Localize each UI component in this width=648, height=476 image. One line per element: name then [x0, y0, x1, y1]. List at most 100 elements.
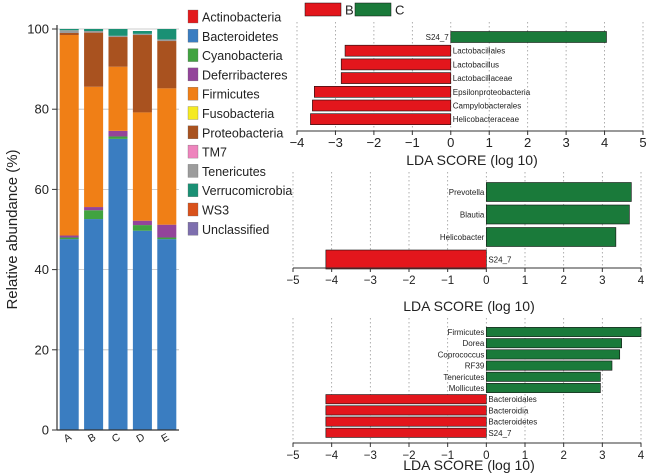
legend-label: Fusobacteria [202, 107, 274, 121]
legend-label: TM7 [202, 146, 227, 160]
lda-bar-label: S24_7 [488, 429, 512, 438]
lda-bar-label: Prevotella [449, 188, 485, 197]
x-tick-label: −4 [290, 135, 305, 150]
legend-swatch [187, 144, 199, 159]
lda-chart-3: Firmicutes Dorea Coprococcus RF39 Tenericute… [286, 318, 645, 473]
bar-segment [132, 225, 152, 231]
x-tick-label: C [110, 431, 123, 445]
lda-bar-label: Mollicutes [449, 384, 485, 393]
bar-segment [84, 86, 104, 208]
lda-bar [486, 204, 630, 225]
x-tick-label: −4 [325, 450, 339, 462]
legend-label: Firmicutes [202, 88, 260, 102]
lda-bar-label: Epsilonproteobacteria [453, 88, 531, 97]
legend-label: B [345, 3, 354, 18]
legend-swatch [187, 48, 199, 62]
bar-segment [59, 237, 79, 240]
lda-bar [312, 99, 452, 112]
x-tick-label: 1 [522, 275, 528, 287]
x-tick-label: 2 [524, 135, 531, 150]
lda-bar [486, 327, 642, 337]
bar-segment [132, 112, 152, 221]
x-tick-label: B [86, 431, 98, 445]
bar-segment [59, 33, 79, 36]
x-tick-label: D [134, 431, 147, 445]
lda-bar [325, 416, 487, 427]
x-axis-label: LDA SCORE (log 10) [403, 298, 535, 314]
bar-segment [108, 35, 128, 38]
legend-swatch [187, 9, 199, 24]
lda-bar-label: Helicobacter [440, 233, 485, 242]
y-tick-label: 100 [27, 22, 49, 37]
bar-segment [84, 31, 104, 33]
x-tick-label: −1 [441, 450, 454, 462]
legend-swatch [354, 2, 392, 17]
bar-segment [157, 239, 177, 430]
x-tick-label: 0 [483, 450, 489, 462]
bar-segment [132, 35, 152, 113]
bar-segment [108, 29, 128, 36]
legend-swatch [187, 106, 199, 120]
legend-label: Unclassified [202, 223, 269, 237]
x-tick-label: −1 [405, 135, 420, 150]
x-tick-label: −1 [441, 275, 454, 287]
lda-bar-label: Dorea [463, 339, 485, 348]
bar-segment [84, 32, 104, 87]
legend-swatch [187, 67, 199, 82]
lda-bar [325, 249, 487, 270]
lda-bar [486, 360, 613, 371]
bar-segment [157, 41, 177, 89]
lda-bar-label: Bacteroidia [488, 406, 529, 415]
bar-segment [108, 136, 128, 139]
y-tick-label: 60 [35, 182, 49, 197]
legend-swatch [187, 164, 199, 178]
bar-segment [84, 207, 104, 211]
x-tick-label: 0 [447, 135, 454, 150]
x-tick-label: 1 [522, 450, 528, 462]
x-tick-label: −5 [286, 450, 299, 462]
lda-bar-label: Blautia [460, 211, 485, 220]
x-tick-label: 2 [560, 275, 566, 287]
x-tick-label: 3 [599, 450, 605, 462]
lda-bar [340, 58, 452, 71]
y-tick-label: 40 [35, 262, 49, 277]
legend-label: Proteobacteria [202, 126, 283, 140]
x-tick-label: E [159, 431, 171, 445]
x-tick-label: 3 [599, 275, 605, 287]
y-axis-label: Relative abundance (%) [4, 149, 21, 309]
legend-swatch [187, 183, 199, 197]
lda-bar-label: Lactobacillus [453, 60, 499, 69]
legend-label: Cyanobacteria [202, 49, 283, 63]
x-tick-label: 5 [639, 135, 646, 150]
x-tick-label: −2 [402, 450, 415, 462]
lda-bar-label: Helicobacteraceae [453, 115, 520, 124]
lda-bar [325, 427, 487, 438]
x-tick-label: −3 [328, 135, 343, 150]
lda-bar-label: S24_7 [488, 256, 512, 265]
bar-segment [108, 37, 128, 67]
lda-bar [344, 44, 452, 57]
legend-swatch [187, 202, 199, 217]
lda-chart-2: Prevotella Blautia Helicobacter S24_7 −5 −4 −3… [286, 172, 645, 314]
y-tick-label: 0 [42, 423, 49, 438]
bar-segment [157, 88, 177, 225]
legend-swatch [187, 222, 199, 236]
x-tick-label: 3 [562, 135, 569, 150]
x-tick-label: −3 [364, 275, 377, 287]
x-tick-label: −2 [366, 135, 381, 150]
x-tick-label: 2 [560, 450, 566, 462]
bar-segment [157, 224, 177, 238]
bar-segment [132, 220, 152, 226]
legend-label: Deferribacteres [202, 68, 287, 82]
legend-swatch [187, 29, 199, 43]
lda-bar [450, 31, 607, 43]
x-tick-label: −2 [402, 275, 415, 287]
bar-segment [157, 39, 177, 42]
lda-bar [486, 349, 621, 360]
bar-segment [132, 230, 152, 430]
x-tick-label: 0 [483, 275, 489, 287]
lda-bar-label: Coprococcus [438, 350, 485, 359]
bar-segment [84, 29, 104, 32]
